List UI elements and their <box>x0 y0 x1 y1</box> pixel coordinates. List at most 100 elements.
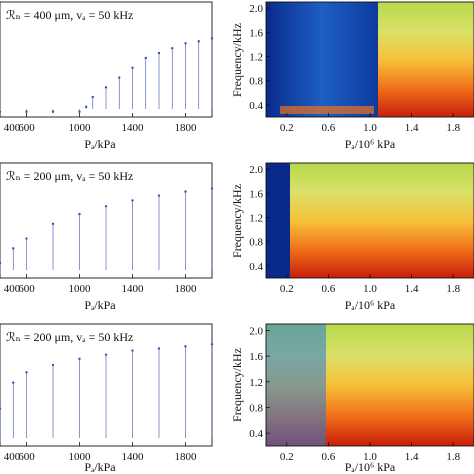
x-tick-label: 600 <box>18 283 35 295</box>
x-tick-label: 0.2 <box>280 283 294 295</box>
x-tick-label: 0.6 <box>322 283 336 295</box>
data-point <box>78 212 81 216</box>
x-tick-label: 0.6 <box>322 122 336 134</box>
x-tick-label: 1400 <box>122 451 145 463</box>
x-tick-label: 1800 <box>175 451 198 463</box>
x-tick-label: 0.2 <box>280 451 294 463</box>
y-axis-label: Frequency/kHz <box>230 348 244 422</box>
x-tick-label: 1.4 <box>405 451 419 463</box>
y-tick-label: 1.6 <box>249 351 263 363</box>
spectrogram-band <box>280 106 374 114</box>
data-point <box>25 237 28 240</box>
y-tick-label: 0.8 <box>249 237 263 249</box>
spectrogram-panel-2: 0.2 0.6 1.0 1.4 1.8 0.4 0.8 1.2 1.6 2.0 Pₐ/10⁶ kP… <box>230 162 474 312</box>
data-point <box>157 51 161 55</box>
spectrogram-blue-region <box>266 324 326 446</box>
data-point <box>51 110 55 113</box>
spectrogram-blue-region <box>266 163 290 278</box>
y-tick-label: 1.2 <box>249 51 263 63</box>
data-point <box>157 194 161 197</box>
data-point <box>184 345 187 348</box>
x-tick-label: 600 <box>18 451 35 463</box>
y-tick-label: 0.8 <box>249 402 263 414</box>
data-point <box>25 371 28 374</box>
x-tick-label: 400 <box>4 283 21 295</box>
x-axis-label: Pₐ/10⁶ kPa <box>345 460 396 474</box>
y-axis-label: Frequency/kHz <box>230 184 244 258</box>
x-tick-label: 1000 <box>69 122 92 134</box>
data-point <box>51 363 55 367</box>
x-tick-label: 1.0 <box>363 451 377 463</box>
y-tick-label: 0.4 <box>249 100 263 112</box>
data-point <box>51 222 55 226</box>
panel-note: ℛₙ = 200 μm, vₐ = 50 kHz <box>6 330 133 344</box>
y-tick-label: 2.0 <box>249 325 263 337</box>
data-point <box>131 349 134 352</box>
x-tick-label: 1.8 <box>446 283 460 295</box>
x-tick-label: 600 <box>18 122 35 134</box>
data-point <box>157 347 161 350</box>
data-point <box>210 343 214 346</box>
data-point <box>25 110 28 113</box>
spectrogram <box>266 163 474 278</box>
x-tick-label: 1.4 <box>405 122 419 134</box>
x-tick-label: 1400 <box>122 122 145 134</box>
data-point <box>12 247 15 250</box>
x-tick-label: 400 <box>4 122 21 134</box>
x-axis-label: Pₐ/10⁶ kPa <box>345 137 396 151</box>
data-point <box>0 261 2 265</box>
y-tick-label: 1.2 <box>249 377 263 389</box>
spectrogram-panel-1: 0.2 0.6 1.0 1.4 1.8 0.4 0.8 1.2 1.6 2.0 Pₐ/10⁶ kP… <box>230 1 474 151</box>
y-axis-label: Frequency/kHz <box>230 23 244 97</box>
x-tick-label: 1400 <box>122 283 145 295</box>
x-axis-label: Pₐ/kPa <box>84 137 116 151</box>
spectrogram-panel-3: 0.2 0.6 1.0 1.4 1.8 0.4 0.8 1.2 1.6 2.0 Pₐ/10⁶ kP… <box>230 323 474 474</box>
data-point <box>12 381 15 384</box>
x-axis-label: Pₐ/kPa <box>84 460 116 474</box>
x-tick-label: 1000 <box>69 283 92 295</box>
data-point <box>104 353 108 356</box>
x-tick-label: 1800 <box>175 283 198 295</box>
x-tick-label: 1.8 <box>446 122 460 134</box>
y-tick-label: 1.6 <box>249 27 263 39</box>
x-tick-label: 0.2 <box>280 122 294 134</box>
y-tick-label: 0.4 <box>249 428 263 440</box>
data-point <box>0 407 2 410</box>
panel-note: ℛₙ = 400 μm, vₐ = 50 kHz <box>6 8 133 22</box>
spectrogram-warm-region <box>378 2 474 117</box>
spectrogram-blue-region <box>266 2 378 117</box>
x-tick-label: 1.8 <box>446 451 460 463</box>
y-tick-label: 1.2 <box>249 212 263 224</box>
data-point <box>118 76 121 79</box>
data-point <box>131 66 134 69</box>
x-tick-label: 1.0 <box>363 283 377 295</box>
x-axis-label: Pₐ/10⁶ kPa <box>345 298 396 312</box>
x-axis-label: Pₐ/kPa <box>84 298 116 312</box>
data-point <box>210 187 214 190</box>
data-point <box>210 37 214 40</box>
y-tick-label: 0.8 <box>249 76 263 88</box>
x-tick-label: 1.0 <box>363 122 377 134</box>
data-point <box>131 199 134 202</box>
x-tick-label: 1.4 <box>405 283 419 295</box>
data-point <box>144 56 147 60</box>
y-tick-label: 2.0 <box>249 164 263 176</box>
data-point <box>171 47 174 50</box>
data-point <box>78 110 81 113</box>
data-point <box>0 110 2 113</box>
x-tick-label: 1000 <box>69 451 92 463</box>
y-tick-label: 0.4 <box>249 261 263 273</box>
x-tick-label: 400 <box>4 451 21 463</box>
x-tick-label: 0.6 <box>322 451 336 463</box>
data-point <box>104 205 108 208</box>
x-tick-label: 1800 <box>175 122 198 134</box>
panel-note: ℛₙ = 200 μm, vₐ = 50 kHz <box>6 169 133 183</box>
data-point <box>184 190 187 193</box>
data-point <box>104 86 108 89</box>
data-point <box>84 105 88 109</box>
y-tick-label: 1.6 <box>249 188 263 200</box>
